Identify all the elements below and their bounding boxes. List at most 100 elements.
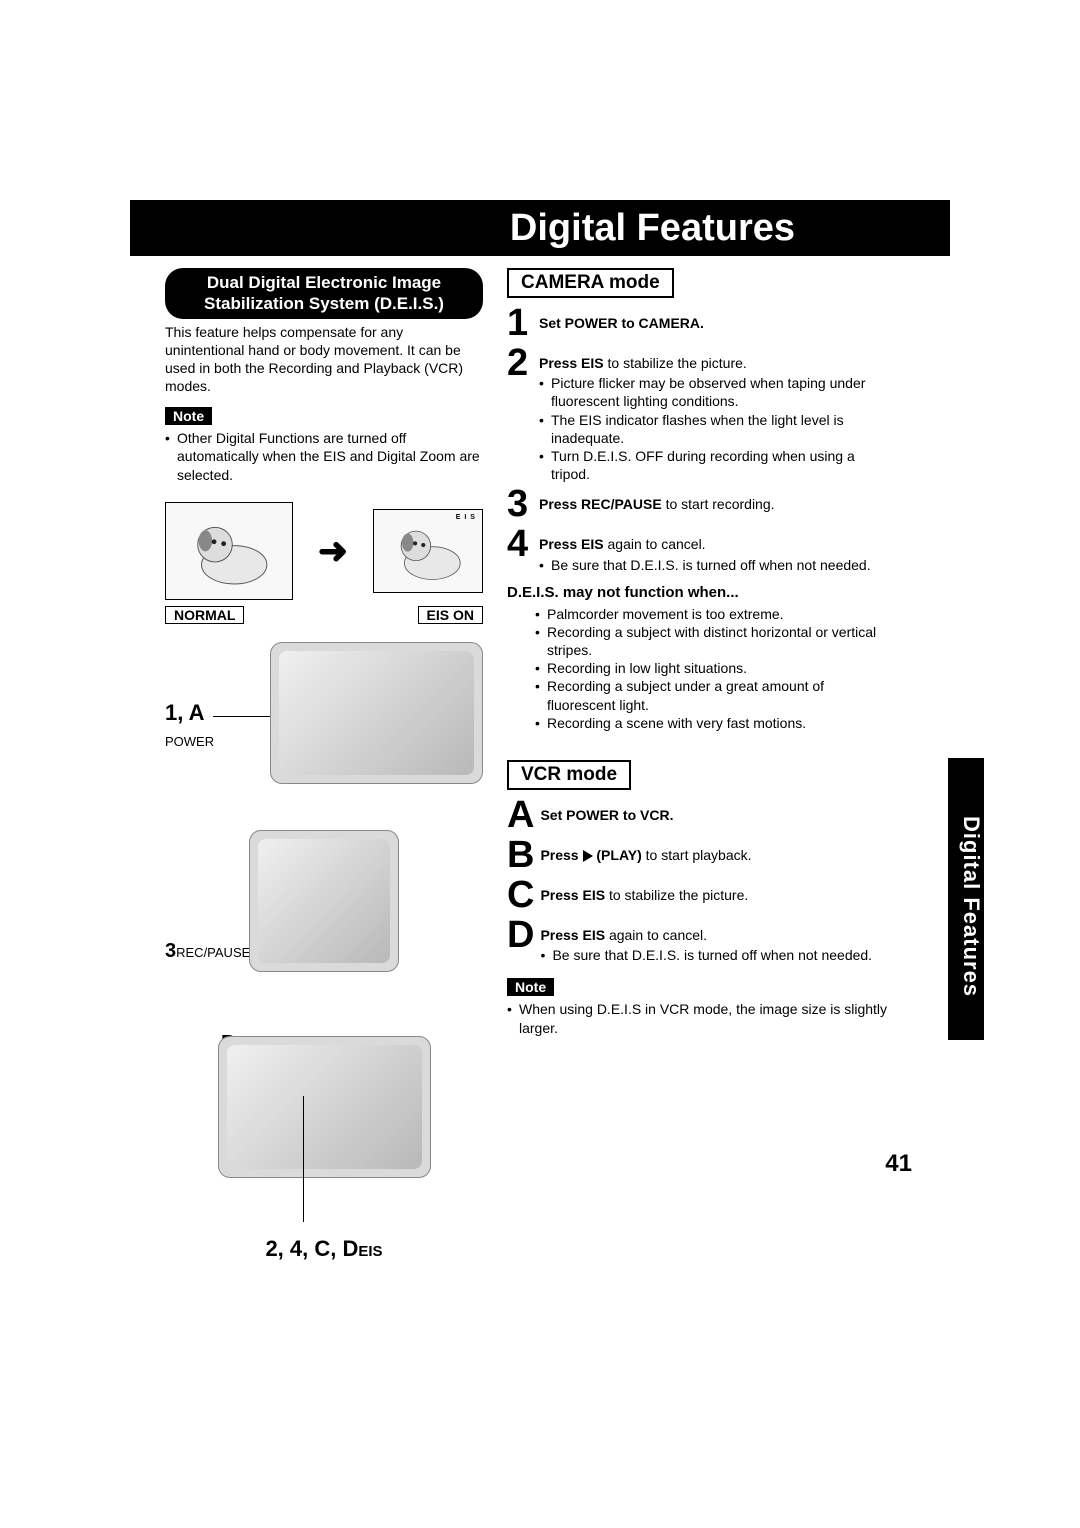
content-columns: Dual Digital Electronic Image Stabilizat… (165, 268, 895, 1262)
step-number: 1 (507, 304, 533, 342)
list-item: Be sure that D.E.I.S. is turned off when… (539, 556, 895, 574)
step-1: 1 Set POWER to CAMERA. (507, 304, 895, 342)
comparison-row: ➜ E I S (165, 502, 483, 600)
callout-1a: 1, A POWER (165, 700, 214, 752)
callout-vline-2 (303, 1096, 304, 1222)
callout-3-num: 3 (165, 940, 176, 962)
step-2: 2 Press EIS to stabilize the picture. Pi… (507, 344, 895, 483)
vcr-mode-heading: VCR mode (507, 760, 631, 790)
dog-illustration-eis (385, 518, 471, 584)
step-3: 3 Press REC/PAUSE to start recording. (507, 485, 895, 523)
bottom-callout-main: 2, 4, C, D (265, 1236, 358, 1261)
step-2-lead: Press EIS (539, 355, 604, 371)
page-header: Digital Features (130, 200, 950, 256)
step-letter: C (507, 876, 534, 914)
list-item: Recording a subject with distinct horizo… (535, 623, 895, 659)
step-4: 4 Press EIS again to cancel. Be sure tha… (507, 525, 895, 573)
list-item: Turn D.E.I.S. OFF during recording when … (539, 447, 895, 483)
dog-illustration-normal (179, 512, 280, 589)
deis-limits-heading: D.E.I.S. may not function when... (507, 584, 895, 601)
list-item: Be sure that D.E.I.S. is turned off when… (540, 946, 895, 964)
step-d-bullets: Be sure that D.E.I.S. is turned off when… (540, 946, 895, 964)
step-text: Press (PLAY) to start playback. (540, 836, 895, 864)
page-title: Digital Features (510, 207, 795, 250)
arrow-icon: ➜ (318, 530, 348, 572)
camera-mode-heading: CAMERA mode (507, 268, 674, 298)
step-1-bold: Set POWER to CAMERA. (539, 315, 704, 331)
list-item: When using D.E.I.S in VCR mode, the imag… (507, 1000, 895, 1036)
step-letter: D (507, 916, 534, 954)
normal-label: NORMAL (165, 606, 244, 624)
note-label: Note (165, 407, 212, 425)
right-column: CAMERA mode 1 Set POWER to CAMERA. 2 Pre… (507, 268, 895, 1262)
callout-1a-text: 1, A (165, 700, 205, 725)
step-3-rest: to start recording. (662, 496, 775, 512)
pill-line-2: Stabilization System (D.E.I.S.) (175, 293, 473, 314)
note-label-vcr: Note (507, 978, 554, 996)
feature-title-pill: Dual Digital Electronic Image Stabilizat… (165, 268, 483, 319)
play-icon (583, 850, 593, 862)
step-number: 4 (507, 525, 533, 563)
step-text: Press EIS to stabilize the picture. Pict… (539, 344, 895, 483)
vcr-note-bullets: When using D.E.I.S in VCR mode, the imag… (507, 1000, 895, 1036)
step-text: Set POWER to CAMERA. (539, 304, 895, 332)
step-c-rest: to stabilize the picture. (605, 887, 748, 903)
camera-top-view (270, 642, 483, 784)
step-letter: A (507, 796, 534, 834)
step-b: B Press (PLAY) to start playback. (507, 836, 895, 874)
step-b-lead: Press (540, 847, 582, 863)
step-letter: B (507, 836, 534, 874)
step-number: 3 (507, 485, 533, 523)
step-4-lead: Press EIS (539, 536, 604, 552)
list-item: Picture flicker may be observed when tap… (539, 374, 895, 410)
section-tab: Digital Features (948, 758, 984, 1040)
list-item: Recording a scene with very fast motions… (535, 714, 895, 732)
note-bullets: Other Digital Functions are turned off a… (165, 429, 483, 484)
step-text: Press EIS again to cancel. Be sure that … (540, 916, 895, 964)
step-text: Set POWER to VCR. (540, 796, 895, 824)
step-2-rest: to stabilize the picture. (604, 355, 747, 371)
callout-1a-sub: POWER (165, 734, 214, 749)
deis-limits-list: Palmcorder movement is too extreme. Reco… (507, 605, 895, 732)
manual-page: Digital Features Digital Features 4 1 Dua… (0, 0, 1080, 1528)
eis-indicator-text: E I S (456, 514, 476, 521)
camera-figure-1: 1, A POWER (165, 642, 483, 812)
step-a-bold: Set POWER to VCR. (540, 807, 673, 823)
step-2-bullets: Picture flicker may be observed when tap… (539, 374, 895, 483)
list-item: The EIS indicator flashes when the light… (539, 411, 895, 447)
step-a: A Set POWER to VCR. (507, 796, 895, 834)
list-item: Recording in low light situations. (535, 659, 895, 677)
bottom-callout-sub: EIS (358, 1243, 382, 1260)
note-bullet-item: Other Digital Functions are turned off a… (165, 429, 483, 484)
normal-image-box (165, 502, 293, 600)
list-item: Palmcorder movement is too extreme. (535, 605, 895, 623)
step-c: C Press EIS to stabilize the picture. (507, 876, 895, 914)
list-item: Recording a subject under a great amount… (535, 677, 895, 713)
step-d-lead: Press EIS (540, 927, 605, 943)
step-3-lead: Press REC/PAUSE (539, 496, 662, 512)
callout-3: 3REC/PAUSE (165, 940, 250, 963)
camera-figure-2: 3REC/PAUSE (165, 830, 483, 1000)
callout-3-sub: REC/PAUSE (176, 945, 250, 960)
bottom-callout: 2, 4, C, DEIS (165, 1236, 483, 1262)
step-d-rest: again to cancel. (605, 927, 707, 943)
step-c-lead: Press EIS (540, 887, 605, 903)
step-4-bullets: Be sure that D.E.I.S. is turned off when… (539, 556, 895, 574)
camera-rear-view (249, 830, 399, 972)
camera-side-view (218, 1036, 431, 1178)
camera-figure-3: BPLAY (165, 1036, 483, 1226)
callout-line (213, 716, 273, 717)
left-column: Dual Digital Electronic Image Stabilizat… (165, 268, 483, 1262)
step-text: Press REC/PAUSE to start recording. (539, 485, 895, 513)
eis-image-box: E I S (373, 509, 483, 593)
step-d: D Press EIS again to cancel. Be sure tha… (507, 916, 895, 964)
step-number: 2 (507, 344, 533, 382)
step-text: Press EIS again to cancel. Be sure that … (539, 525, 895, 573)
step-4-rest: again to cancel. (604, 536, 706, 552)
step-text: Press EIS to stabilize the picture. (540, 876, 895, 904)
comparison-labels: NORMAL EIS ON (165, 606, 483, 624)
step-b-mid: (PLAY) (596, 847, 641, 863)
pill-line-1: Dual Digital Electronic Image (175, 272, 473, 293)
eis-on-label: EIS ON (418, 606, 483, 624)
step-b-rest: to start playback. (642, 847, 752, 863)
